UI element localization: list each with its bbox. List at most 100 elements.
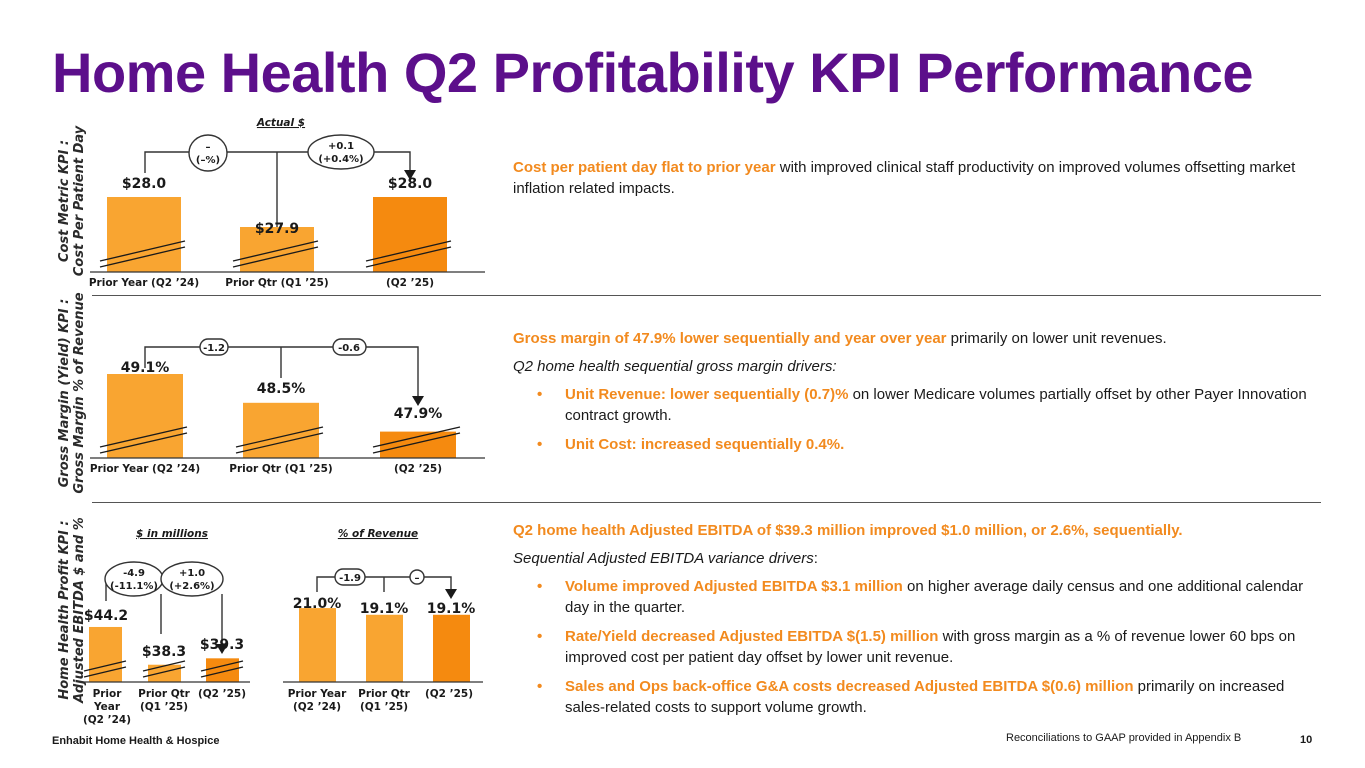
footer-company: Enhabit Home Health & Hospice: [52, 735, 220, 747]
section3-bullet2-lead: Rate/Yield decreased Adjusted EBITDA $(1…: [565, 628, 939, 645]
section2-drivers-title: Q2 home health sequential gross margin d…: [513, 358, 837, 375]
section2-lead: Gross margin of 47.9% lower sequentially…: [513, 330, 947, 347]
chart3a-tick-q2-25: (Q2 ’25): [198, 688, 246, 700]
chart2-bar-q2-25: [380, 431, 456, 458]
chart3a-variance1-line1: -4.9: [123, 568, 145, 579]
chart1-label-prior-qtr: $27.9: [255, 221, 299, 237]
chart3b-label-q2-25: 19.1%: [427, 601, 476, 617]
chart1-tick-q2-25: (Q2 ’25): [386, 277, 434, 289]
chart3a-variance2-bubble: [160, 561, 224, 597]
section1-body: with improved clinical staff productivit…: [513, 159, 1296, 197]
chart2-variance2-bubble: [332, 338, 367, 356]
chart2-tick-q2-25: (Q2 ’25): [394, 463, 442, 475]
section-divider-2: [92, 502, 1321, 503]
chart2-bar-prior-year: [107, 374, 183, 458]
page-number: 10: [1300, 734, 1313, 746]
adj-ebitda-percent-chart: % of Revenue -1.9 – 21.0% 19.1% 19.1% Pr…: [283, 528, 483, 713]
section2-bullet1-body: on lower Medicare volumes partially offs…: [565, 386, 1307, 424]
section-divider-1: [92, 295, 1321, 296]
chart3a-tick-prior-qtr: Prior Qtr: [138, 688, 190, 700]
section3-drivers-title: Sequential Adjusted EBITDA variance driv…: [513, 550, 814, 567]
chart1-variance1-line2: (–%): [196, 155, 220, 166]
section3-drivers-colon: :: [813, 550, 818, 567]
chart1-bar-prior-year: [107, 197, 181, 272]
section3-bullet3-lead: Sales and Ops back-office G&A costs decr…: [565, 678, 1134, 695]
chart3a-tick-year: Year: [93, 701, 121, 713]
chart3a-label-prior-qtr: $38.3: [142, 644, 186, 660]
section2-commentary: Gross margin of 47.9% lower sequentially…: [513, 328, 1313, 463]
section3-vlabel-line1: Home Health Profit KPI :: [57, 520, 72, 700]
chart3a-label-prior-year: $44.2: [84, 608, 128, 624]
section3-bullet3-body: primarily on increased sales-related cos…: [565, 678, 1285, 716]
chart1-variance1-line1: –: [206, 142, 211, 153]
chart3a-tick-prior: Prior: [93, 688, 123, 700]
chart3a-variance1-line2: (-11.1%): [110, 581, 158, 592]
chart2-variance1-bubble: [199, 338, 229, 356]
chart3b-label-prior-year: 21.0%: [293, 596, 342, 612]
chart3a-bar-q2-25: [206, 658, 239, 682]
chart1-variance2-bubble: [307, 134, 375, 170]
chart3b-variance2: –: [415, 573, 420, 584]
bullet-dot: •: [537, 678, 543, 695]
chart3b-variance1-bubble: [334, 568, 366, 586]
section3-bullet2-body: with gross margin as a % of revenue lowe…: [565, 628, 1296, 666]
chart3a-bar-prior-qtr: [148, 664, 181, 682]
chart3a-variance2-line1: +1.0: [179, 568, 205, 579]
chart1-label-q2-25: $28.0: [388, 176, 433, 192]
chart2-label-prior-year: 49.1%: [121, 360, 170, 376]
chart2-label-q2-25: 47.9%: [394, 406, 443, 422]
chart1-bar-q2-25: [373, 197, 447, 272]
chart2-axis-breaks: [99, 426, 461, 454]
section3-bullet: • Rate/Yield decreased Adjusted EBITDA $…: [513, 626, 1313, 668]
chart3b-tick-prior-year: Prior Year: [288, 688, 347, 700]
chart2-tick-prior-year: Prior Year (Q2 ’24): [90, 463, 200, 475]
section3-headline: Q2 home health Adjusted EBITDA of $39.3 …: [513, 522, 1183, 539]
section3-bullet: • Sales and Ops back-office G&A costs de…: [513, 676, 1313, 718]
chart1-variance1-bubble: [188, 134, 228, 172]
chart3a-title: $ in millions: [136, 528, 208, 540]
gross-margin-chart: -1.2 -0.6 49.1% 48.5% 47.9% Prior Year (…: [90, 338, 485, 475]
section3-bullet: • Volume improved Adjusted EBITDA $3.1 m…: [513, 576, 1313, 618]
chart3b-variance2-bubble: [409, 569, 425, 585]
cost-per-patient-day-chart: Actual $ – (–%) +0.1 (+0.4%) $28.0 $27.9…: [89, 117, 485, 289]
chart1-bar-prior-qtr: [240, 227, 314, 272]
chart3a-tick-q2-24: (Q2 ’24): [83, 714, 131, 726]
chart1-variance2-line2: (+0.4%): [318, 154, 363, 165]
section3-bullet1-lead: Volume improved Adjusted EBITDA $3.1 mil…: [565, 578, 903, 595]
chart1-arrowhead: [404, 170, 416, 180]
section3-commentary: Q2 home health Adjusted EBITDA of $39.3 …: [513, 520, 1313, 726]
chart3b-connectors: [316, 576, 452, 592]
chart3a-variance2-line2: (+2.6%): [169, 581, 214, 592]
chart1-tick-prior-year: Prior Year (Q2 ’24): [89, 277, 199, 289]
section2-bullet2-lead: Unit Cost: increased sequentially 0.4%.: [565, 436, 845, 453]
section2-bullet1-lead: Unit Revenue: lower sequentially (0.7)%: [565, 386, 849, 403]
chart1-axis-breaks: [99, 240, 452, 268]
chart2-variance2: -0.6: [338, 343, 360, 354]
chart3a-axis-breaks: [83, 660, 244, 678]
bullet-dot: •: [537, 436, 543, 453]
chart2-connectors: [144, 346, 419, 398]
section1-commentary: Cost per patient day flat to prior year …: [513, 157, 1313, 206]
bullet-dot: •: [537, 628, 543, 645]
bullet-dot: •: [537, 578, 543, 595]
chart3a-bar-prior-year: [89, 626, 122, 682]
chart1-label-prior-year: $28.0: [122, 176, 167, 192]
chart3a-tick-q1-25: (Q1 ’25): [140, 701, 188, 713]
chart1-title: Actual $: [256, 117, 305, 129]
section2-vlabel-line2: Gross Margin % of Revenue: [72, 292, 87, 494]
chart2-tick-prior-qtr: Prior Qtr (Q1 ’25): [229, 463, 332, 475]
chart3b-tick-prior-qtr: Prior Qtr: [358, 688, 410, 700]
adj-ebitda-dollars-chart: $ in millions -4.9 (-11.1%) +1.0 (+2.6%)…: [80, 528, 250, 726]
chart2-arrowhead: [412, 396, 424, 406]
chart3b-tick-q2-25: (Q2 ’25): [425, 688, 473, 700]
chart3b-arrowhead: [445, 589, 457, 599]
chart3b-title: % of Revenue: [338, 528, 418, 540]
chart3b-tick-q1-25: (Q1 ’25): [360, 701, 408, 713]
section2-bullet: • Unit Revenue: lower sequentially (0.7)…: [513, 384, 1313, 426]
chart3b-bar-prior-year: [299, 608, 336, 682]
section2-vertical-label: Gross Margin (Yield) KPI : Gross Margin …: [57, 266, 89, 520]
chart3b-tick-q2-24: (Q2 ’24): [293, 701, 341, 713]
section1-lead: Cost per patient day flat to prior year: [513, 159, 776, 176]
chart2-label-prior-qtr: 48.5%: [257, 381, 306, 397]
chart3b-bar-q2-25: [433, 614, 470, 682]
